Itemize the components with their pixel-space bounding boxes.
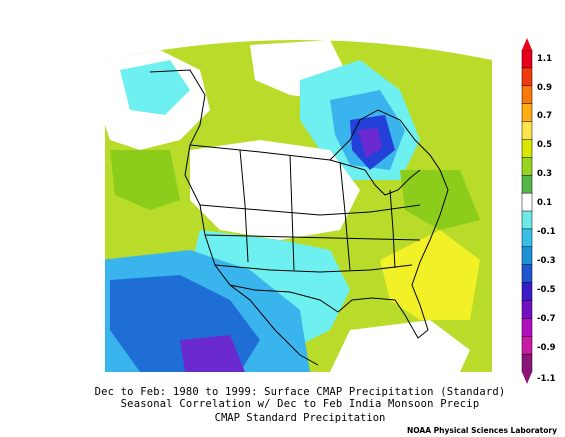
map-caption-line-1: Dec to Feb: 1980 to 1999: Surface CMAP P… (94, 386, 506, 398)
colorbar-label: 0.5 (537, 140, 552, 150)
colorbar-label: -0.5 (537, 285, 556, 295)
colorbar-bottom-arrow (522, 372, 532, 384)
colorbar-box (521, 192, 533, 212)
colorbar-label: 1.1 (537, 54, 552, 64)
map-caption-line-2: Seasonal Correlation w/ Dec to Feb India… (120, 398, 480, 410)
colorbar-label: -0.3 (537, 256, 556, 266)
colorbar-box (521, 139, 533, 158)
colorbar-box (521, 282, 533, 301)
colorbar-box (521, 264, 533, 284)
credit-label: NOAA Physical Sciences Laboratory (406, 426, 557, 435)
colorbar-box (521, 318, 533, 337)
colorbar-boxes (521, 49, 533, 373)
correlation-field (105, 40, 492, 372)
colorbar-label: 0.1 (537, 198, 552, 208)
colorbar-label: -0.1 (537, 227, 556, 237)
field-white-gulf (330, 320, 470, 372)
colorbar-box (521, 335, 533, 355)
colorbar-box (521, 353, 533, 373)
colorbar-label: -0.7 (537, 314, 556, 324)
colorbar-label: -0.9 (537, 343, 556, 353)
colorbar-box (521, 300, 533, 319)
colorbar-box (521, 103, 533, 123)
colorbar-box (521, 210, 533, 230)
field-green-northeast (400, 170, 480, 230)
colorbar-box (521, 228, 533, 248)
colorbar-top-arrow (522, 38, 532, 50)
colorbar-label: -1.1 (537, 374, 556, 384)
field-violet-mexico (180, 335, 245, 372)
colorbar-label: 0.9 (537, 83, 552, 93)
colorbar-box (521, 174, 533, 194)
field-cyan-alaska (120, 60, 190, 115)
field-green-west (110, 150, 180, 210)
field-violet-lakes (358, 128, 382, 158)
colorbar-box (521, 85, 533, 105)
colorbar-box (521, 67, 533, 87)
colorbar: 1.1 0.9 0.7 0.5 0.3 0.1 -0.1 -0.3 -0.5 -… (521, 38, 556, 384)
map-caption-line-3: CMAP Standard Precipitation (214, 412, 386, 424)
colorbar-box (521, 121, 533, 140)
political-borders (149, 69, 449, 366)
colorbar-label: 0.3 (537, 169, 552, 179)
colorbar-box (521, 49, 533, 69)
colorbar-box (521, 246, 533, 266)
field-yellow-east (380, 230, 480, 320)
colorbar-label: 0.7 (537, 111, 552, 121)
colorbar-box (521, 157, 533, 176)
